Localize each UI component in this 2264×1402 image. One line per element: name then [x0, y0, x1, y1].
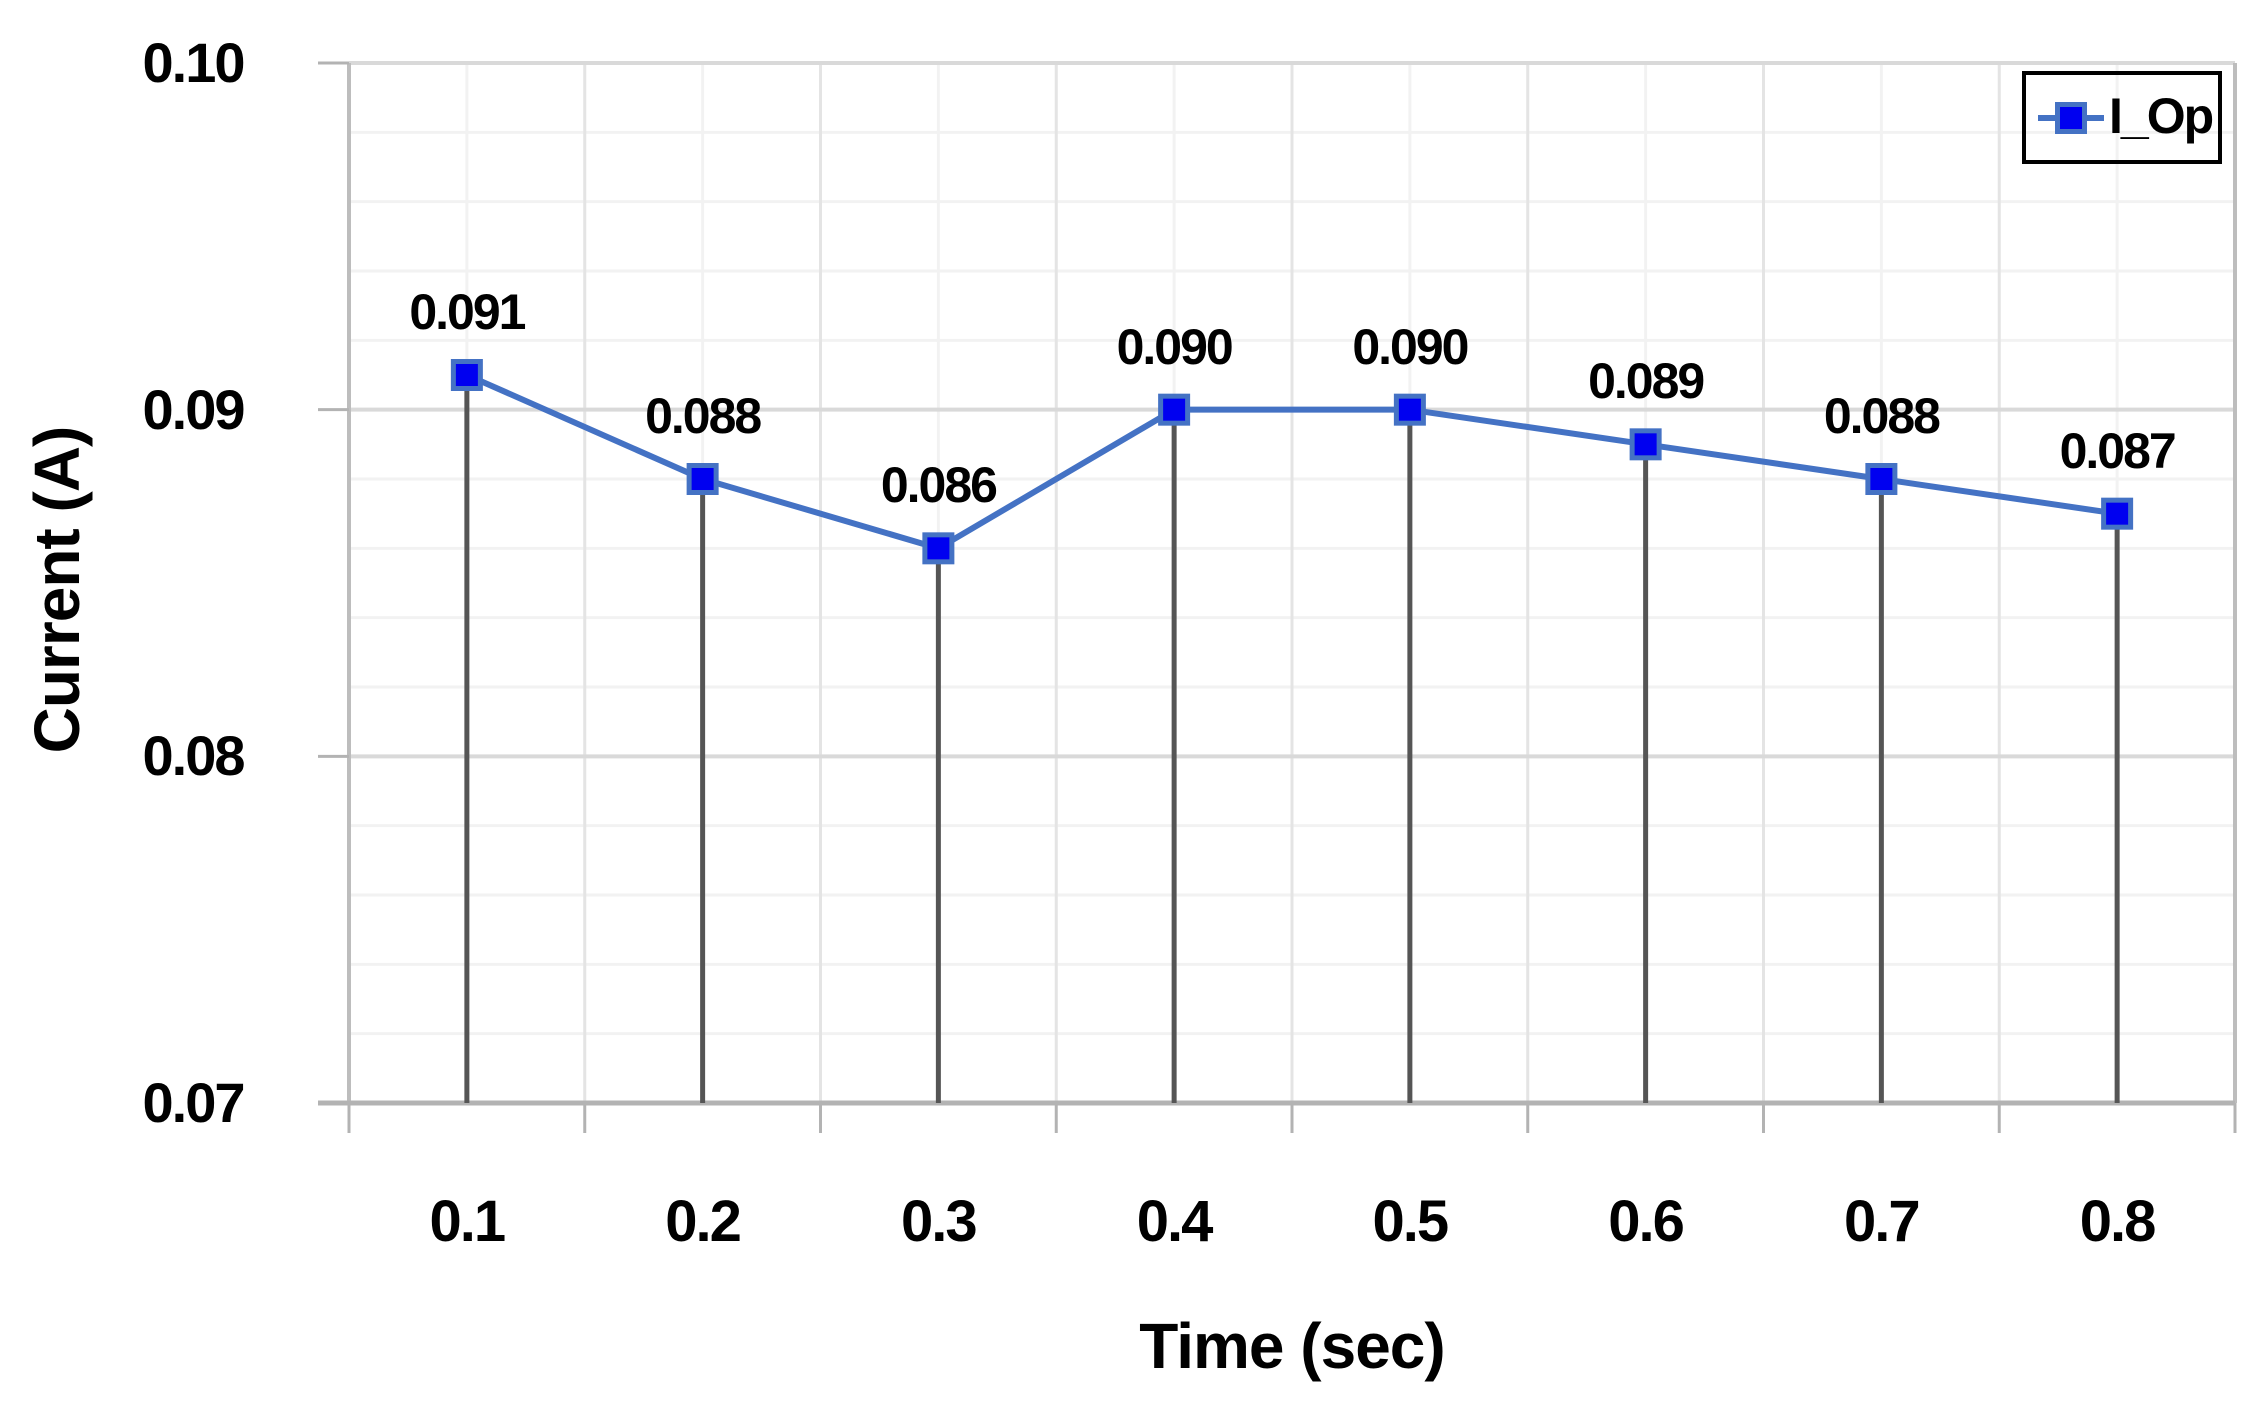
y-tick-label: 0.08	[142, 724, 246, 788]
x-tick-label: 0.5	[1372, 1189, 1450, 1254]
data-point-marker	[2101, 497, 2134, 530]
legend-label: I_Op	[2109, 87, 2214, 144]
data-point-marker	[1158, 393, 1191, 426]
data-label: 0.089	[1588, 353, 1705, 410]
y-tick-label: 0.07	[142, 1071, 246, 1134]
data-label: 0.091	[409, 284, 526, 340]
x-tick-label: 0.4	[1136, 1189, 1214, 1254]
data-point-marker	[450, 359, 483, 391]
x-tick-label: 0.7	[1844, 1189, 1921, 1254]
data-label: 0.090	[1352, 318, 1469, 375]
data-label: 0.088	[1823, 388, 1941, 444]
data-label: 0.087	[2059, 422, 2177, 479]
data-point-marker	[1393, 393, 1426, 426]
legend-series-marker-icon	[2038, 101, 2104, 134]
y-tick-label: 0.09	[142, 377, 246, 441]
data-label: 0.088	[645, 388, 762, 444]
x-axis-title: Time (sec)	[1139, 1310, 1445, 1382]
x-tick-label: 0.6	[1608, 1189, 1685, 1254]
y-tick-label: 0.10	[142, 31, 246, 94]
data-point-marker	[686, 463, 719, 495]
data-point-marker	[1865, 463, 1898, 495]
data-point-marker	[922, 532, 955, 565]
y-axis-title: Current (A)	[21, 426, 93, 754]
legend: I_Op	[2022, 71, 2222, 164]
data-label: 0.086	[880, 457, 998, 514]
x-tick-label: 0.2	[665, 1189, 742, 1254]
data-label: 0.090	[1116, 318, 1234, 375]
data-point-marker	[1629, 428, 1662, 461]
x-tick-label: 0.1	[429, 1189, 507, 1254]
series-line	[463, 372, 2121, 552]
x-tick-label: 0.8	[2079, 1189, 2157, 1254]
x-tick-label: 0.3	[901, 1189, 978, 1254]
